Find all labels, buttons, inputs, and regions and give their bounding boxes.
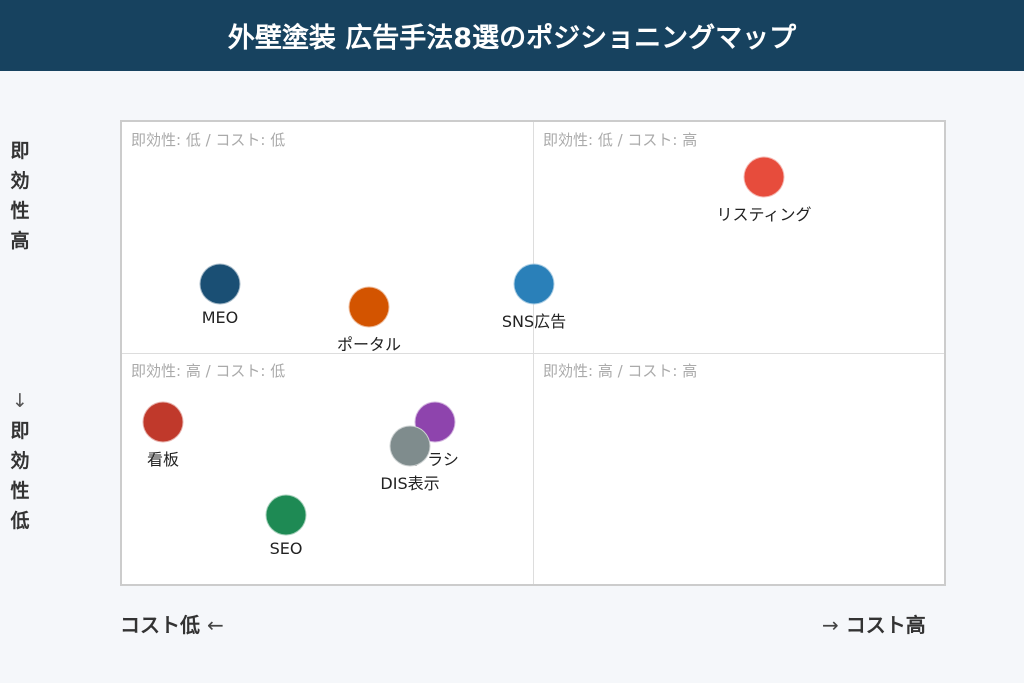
data-point-marker[interactable] [348,286,390,328]
arrow-down-icon: ↓ [12,390,28,412]
y-axis-char: 高 [10,230,30,252]
y-axis-char: 即 [10,140,30,162]
y-axis-char: 低 [10,510,30,532]
data-point-marker[interactable] [389,425,431,467]
data-point-label: SNS広告 [501,312,567,331]
y-axis-char: 即 [10,420,30,442]
data-point-marker[interactable] [513,263,555,305]
data-point-marker[interactable] [265,494,307,536]
y-axis-label-high: 即 効 性 高 [8,136,32,256]
quadrant-label-bottom-right: 即効性: 高 / コスト: 高 [543,362,698,380]
data-point-marker[interactable] [142,401,184,443]
quadrant-label-top-right: 即効性: 低 / コスト: 高 [543,131,698,149]
y-axis-char: 性 [10,480,30,502]
data-point-marker[interactable] [743,156,785,198]
data-point-label: SEO [269,539,303,558]
data-point-label: ポータル [336,335,402,354]
header-bar: 外壁塗装 広告手法8選のポジショニングマップ [0,0,1024,71]
y-axis-char: 効 [10,450,30,472]
y-axis-char: 効 [10,170,30,192]
quadrant-label-top-left: 即効性: 低 / コスト: 低 [131,131,286,149]
data-point-label: MEO [201,308,239,327]
data-point-label: リスティング [716,205,812,224]
data-point-label: DIS表示 [380,474,440,493]
x-axis-label-low: コスト低 ← [120,609,224,638]
x-axis-label-high: → コスト高 [822,609,926,638]
data-point-marker[interactable] [199,263,241,305]
x-axis-high-text: コスト高 [845,613,926,637]
arrow-right-icon: → [822,613,839,637]
quadrant-divider-horizontal [122,353,944,354]
x-axis-low-text: コスト低 [120,613,200,637]
data-point-label: 看板 [146,450,180,469]
y-axis-label-low: ↓ 即 効 性 低 [8,386,32,536]
positioning-map: 即効性: 低 / コスト: 低 即効性: 低 / コスト: 高 即効性: 高 /… [120,120,946,586]
quadrant-label-bottom-left: 即効性: 高 / コスト: 低 [131,362,286,380]
arrow-left-icon: ← [206,613,224,637]
page-title: 外壁塗装 広告手法8選のポジショニングマップ [227,23,797,54]
y-axis-char: 性 [10,200,30,222]
